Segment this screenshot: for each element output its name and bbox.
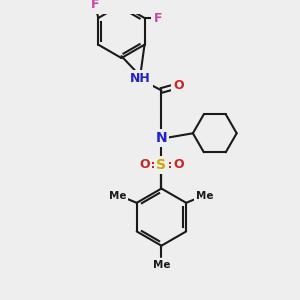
Text: NH: NH — [130, 73, 151, 85]
Text: N: N — [156, 131, 167, 145]
Text: Me: Me — [109, 191, 126, 201]
Text: O: O — [173, 79, 184, 92]
Text: O: O — [139, 158, 150, 171]
Text: Me: Me — [196, 191, 214, 201]
Text: S: S — [156, 158, 167, 172]
Text: O: O — [173, 158, 184, 171]
Text: F: F — [154, 11, 162, 25]
Text: Me: Me — [153, 260, 170, 270]
Text: F: F — [91, 0, 100, 11]
